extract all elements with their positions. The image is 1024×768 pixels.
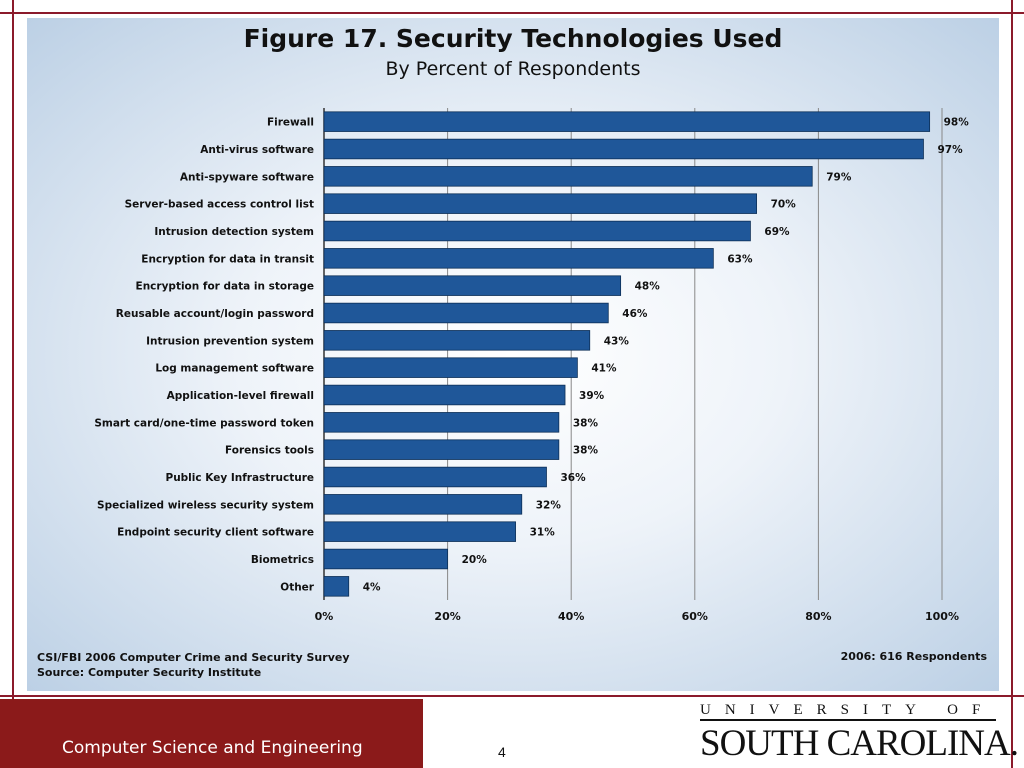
value-label: 4% xyxy=(363,581,381,593)
category-label: Reusable account/login password xyxy=(116,308,314,320)
bar xyxy=(323,521,516,542)
bar xyxy=(323,138,924,160)
value-label: 41% xyxy=(591,363,617,375)
category-label: Other xyxy=(280,581,315,593)
page-number: 4 xyxy=(498,744,506,760)
university-logo-top: UNIVERSITY OF xyxy=(700,702,995,718)
value-label: 39% xyxy=(579,390,605,402)
bar xyxy=(323,275,622,296)
category-label: Firewall xyxy=(267,117,314,129)
value-label: 48% xyxy=(635,281,661,293)
value-label: 38% xyxy=(573,445,599,457)
x-tick-label: 60% xyxy=(682,610,708,623)
chart-figure: Figure 17. Security Technologies Used By… xyxy=(27,18,999,691)
bar xyxy=(323,412,560,433)
bar xyxy=(323,494,523,515)
chart-title: Figure 17. Security Technologies Used xyxy=(243,24,783,53)
frame-left-line xyxy=(12,0,14,768)
bar xyxy=(323,166,813,187)
category-label: Log management software xyxy=(155,363,314,375)
x-tick-label: 80% xyxy=(805,610,831,623)
bar xyxy=(323,439,560,460)
x-tick-label: 100% xyxy=(925,610,959,623)
frame-right-line xyxy=(1011,0,1013,768)
category-label: Smart card/one-time password token xyxy=(94,417,314,429)
value-label: 20% xyxy=(462,554,488,566)
bar xyxy=(323,193,758,214)
x-tick-label: 0% xyxy=(315,610,334,623)
value-label: 79% xyxy=(826,171,852,183)
category-label: Anti-spyware software xyxy=(180,171,314,183)
category-label: Specialized wireless security system xyxy=(97,499,314,511)
value-label: 36% xyxy=(560,472,586,484)
bar xyxy=(323,548,448,570)
value-label: 98% xyxy=(944,117,970,129)
x-tick-label: 20% xyxy=(434,610,460,623)
bar xyxy=(323,220,751,242)
value-label: 97% xyxy=(937,144,963,156)
bar xyxy=(323,384,566,406)
x-tick-label: 40% xyxy=(558,610,584,623)
category-label: Forensics tools xyxy=(225,445,314,457)
bar xyxy=(323,330,591,351)
value-label: 31% xyxy=(530,527,556,539)
survey-name: CSI/FBI 2006 Computer Crime and Security… xyxy=(37,651,350,664)
university-logo: SOUTH CAROLINA. xyxy=(700,723,1019,764)
category-label: Endpoint security client software xyxy=(117,527,314,539)
bar-chart: 0% 20% 40% 60% 80% 100% Firewall 98% Anti-virus … xyxy=(94,108,970,623)
bar xyxy=(323,111,931,132)
bar xyxy=(323,576,350,597)
category-label: Encryption for data in transit xyxy=(141,253,314,265)
category-label: Public Key Infrastructure xyxy=(166,472,315,484)
value-label: 70% xyxy=(771,199,797,211)
category-label: Server-based access control list xyxy=(125,199,314,211)
bar xyxy=(323,466,547,488)
value-label: 69% xyxy=(764,226,790,238)
category-label: Encryption for data in storage xyxy=(136,281,314,293)
value-label: 38% xyxy=(573,417,599,429)
category-label: Biometrics xyxy=(251,554,314,566)
category-label: Application-level firewall xyxy=(167,390,314,402)
logo-rule xyxy=(700,719,996,721)
bar xyxy=(323,302,609,324)
frame-bottom-line xyxy=(0,695,1024,697)
footer-bar xyxy=(0,699,423,768)
value-label: 32% xyxy=(536,499,562,511)
category-label: Anti-virus software xyxy=(200,144,314,156)
category-label: Intrusion detection system xyxy=(154,226,314,238)
bar xyxy=(323,357,578,378)
chart-subtitle: By Percent of Respondents xyxy=(385,58,641,80)
value-label: 63% xyxy=(727,253,753,265)
frame-top-line xyxy=(0,12,1024,14)
chart-source: CSI/FBI 2006 Computer Crime and Security… xyxy=(37,650,350,680)
source-name: Source: Computer Security Institute xyxy=(37,666,262,679)
bar xyxy=(323,248,714,269)
department-name: Computer Science and Engineering xyxy=(62,738,363,758)
value-label: 46% xyxy=(622,308,648,320)
respondent-count: 2006: 616 Respondents xyxy=(840,650,987,663)
value-label: 43% xyxy=(604,335,630,347)
category-label: Intrusion prevention system xyxy=(146,335,314,347)
